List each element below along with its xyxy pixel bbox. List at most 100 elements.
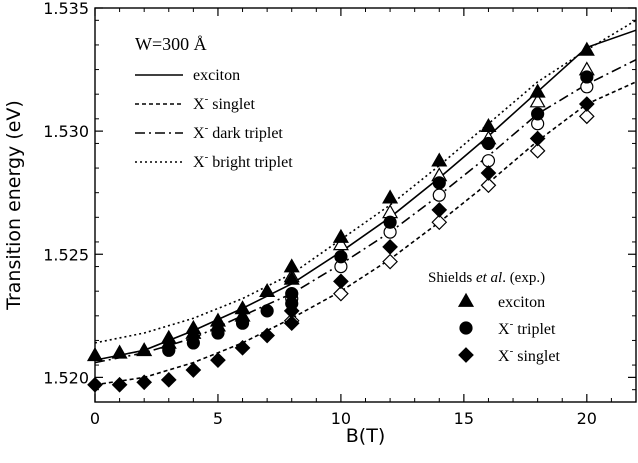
theory-curve-0: [94, 29, 637, 361]
data-point-triangle: [259, 282, 276, 298]
data-point-triangle: [185, 319, 202, 334]
legend-label-base: X: [498, 348, 510, 365]
legend2-title-part: et al: [476, 270, 502, 286]
theory-point-diamond: [333, 285, 349, 302]
y-tick-label: 1.535: [43, 0, 89, 18]
theory-point-circle: [481, 154, 496, 168]
legend-label-superscript: -: [510, 318, 514, 330]
legend-label-suffix: dark triplet: [208, 125, 283, 142]
theory-point-diamond: [578, 108, 595, 125]
legend2-marker-0: [457, 292, 475, 307]
data-point-circle: [211, 326, 225, 340]
legend-label-suffix: singlet: [513, 348, 560, 365]
legend-label-superscript: -: [510, 345, 514, 357]
data-point-circle: [481, 136, 496, 151]
data-point-diamond: [136, 374, 153, 391]
theory-curves: [94, 19, 637, 386]
data-point-triangle: [209, 312, 226, 327]
theory-point-triangle: [529, 93, 546, 108]
legend2-label-1: X- triplet: [498, 318, 556, 338]
x-axis-title: B(T): [346, 425, 385, 447]
data-point-circle: [260, 304, 274, 318]
legend-label-base: X: [193, 96, 205, 113]
data-point-diamond: [333, 273, 349, 290]
legend-label-3: X- bright triplet: [193, 151, 293, 171]
data-point-diamond: [259, 327, 275, 344]
data-point-triangle: [529, 83, 546, 98]
data-point-diamond: [283, 315, 300, 332]
y-tick-label: 1.530: [43, 122, 89, 141]
legend-label-2: X- dark triplet: [193, 122, 283, 142]
data-point-triangle: [111, 344, 128, 359]
legend-label-base: exciton: [193, 67, 240, 84]
data-point-circle: [162, 343, 176, 357]
data-point-triangle: [332, 228, 349, 243]
data-point-diamond: [111, 376, 128, 393]
legend2-title-part: Shields: [428, 270, 476, 286]
data-point-triangle: [283, 258, 300, 273]
theory-curve-1: [94, 81, 637, 386]
y-axis-title: Transition energy (eV): [3, 100, 25, 311]
legend-label-base: X: [498, 321, 510, 338]
data-point-circle: [285, 287, 299, 301]
legend-title: W=300 Å: [135, 34, 207, 54]
data-point-circle: [235, 316, 250, 330]
data-point-diamond: [234, 339, 251, 356]
data-point-diamond: [578, 96, 595, 112]
legend-label-suffix: singlet: [208, 96, 255, 113]
data-point-circle: [531, 107, 545, 121]
data-point-diamond: [160, 371, 177, 388]
data-point-triangle: [283, 270, 300, 285]
theory-point-triangle: [332, 236, 349, 251]
data-point-diamond: [210, 352, 226, 368]
data-point-diamond: [431, 202, 448, 218]
legend-label-1: X- singlet: [193, 93, 255, 113]
legend-label-base: exciton: [498, 294, 545, 311]
legend-label-suffix: triplet: [513, 321, 556, 338]
theory-point-circle: [432, 188, 446, 202]
data-point-triangle: [382, 189, 399, 204]
legend2-marker-1: [459, 321, 473, 335]
y-tick-label: 1.520: [43, 368, 89, 387]
data-point-triangle: [136, 342, 153, 357]
x-tick-label: 10: [331, 409, 351, 428]
legend-label-base: X: [193, 154, 205, 171]
legend-label-0: exciton: [193, 67, 240, 84]
legend-label-base: X: [193, 125, 205, 142]
data-point-triangle: [431, 152, 448, 167]
legend-label-superscript: -: [205, 122, 209, 134]
data-point-circle: [432, 176, 446, 190]
data-point-diamond: [283, 303, 300, 319]
legend-label-suffix: bright triplet: [208, 154, 293, 171]
data-point-diamond: [529, 130, 546, 147]
legend2-marker-2: [458, 347, 474, 363]
data-point-diamond: [185, 362, 202, 378]
legend-label-superscript: -: [205, 93, 209, 105]
data-point-circle: [334, 250, 348, 264]
theory-point-diamond: [529, 142, 546, 159]
data-point-triangle: [234, 300, 251, 315]
data-point-circle: [383, 215, 397, 229]
axes: 0 5 10 15 20 1.520 1.525 1.530 1.535 B(T) Transiti…: [3, 0, 637, 447]
data-point-triangle: [578, 41, 595, 56]
data-point-circle: [186, 336, 200, 350]
data-points: [86, 41, 595, 393]
theory-point-diamond: [431, 214, 448, 231]
data-point-triangle: [480, 117, 497, 133]
theory-curve-2: [94, 58, 637, 364]
data-point-diamond: [480, 165, 497, 181]
y-tick-label: 1.525: [43, 245, 89, 264]
x-tick-label: 20: [577, 409, 597, 428]
legend2-title-part: . (exp.): [502, 270, 545, 286]
legend2-label-0: exciton: [498, 294, 545, 311]
legend-label-superscript: -: [205, 151, 209, 163]
data-point-triangle: [160, 329, 177, 344]
x-tick-label: 5: [213, 409, 223, 428]
data-point-circle: [580, 70, 594, 84]
x-tick-label: 15: [454, 409, 474, 428]
theory-point-diamond: [480, 177, 497, 194]
legend2-title: Shields et al. (exp.): [428, 270, 545, 286]
